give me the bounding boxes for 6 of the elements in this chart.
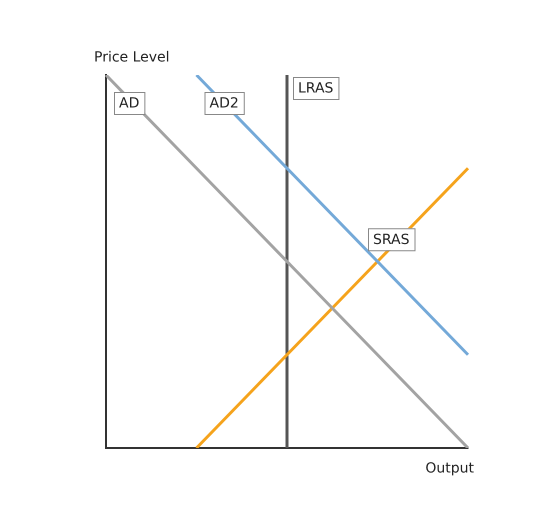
annotation: LRAS [298,80,334,97]
series-label: AD [119,96,140,112]
y-axis-title: Price Level [94,50,170,66]
series-label: SRAS [373,232,410,248]
x-axis-title: Output [425,460,474,477]
series-label: AD2 [210,96,239,112]
